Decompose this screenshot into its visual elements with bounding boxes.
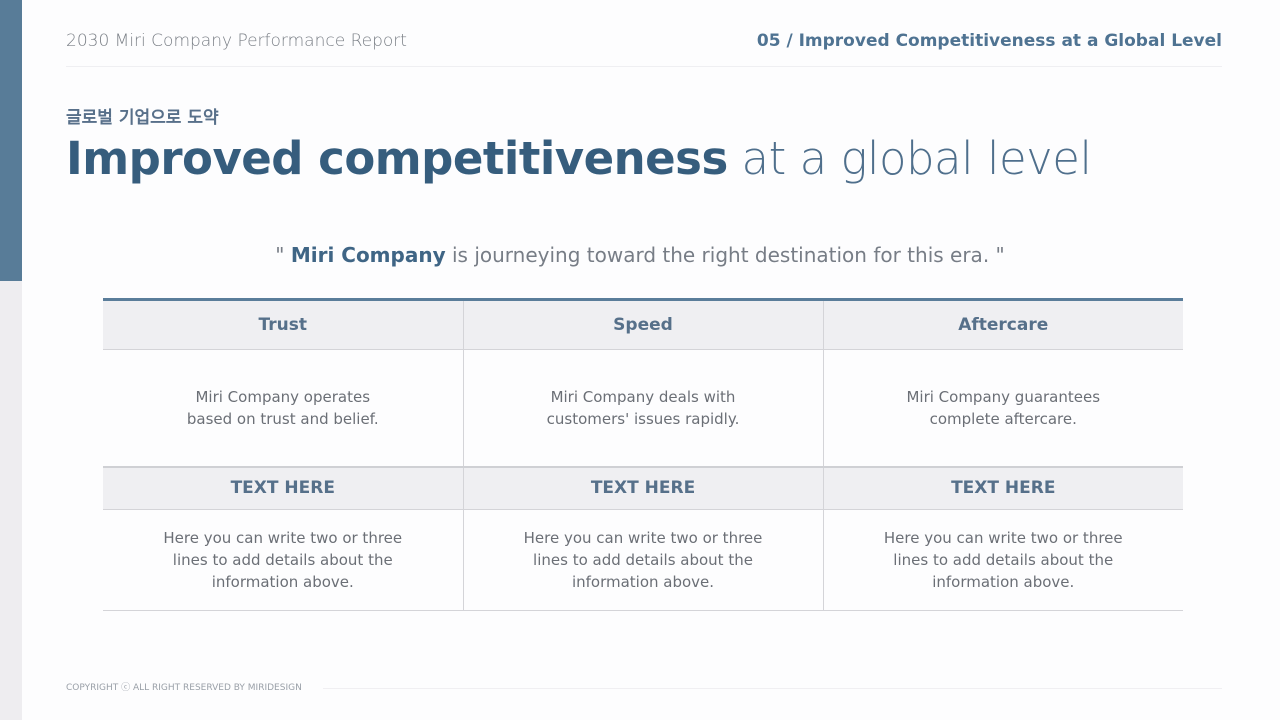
line: complete aftercare. [929,409,1077,428]
sub-header: TEXT HERE [462,465,823,510]
line: Here you can write two or three [883,529,1123,547]
title-bold: Improved competitiveness [66,132,728,185]
line: based on trust and belief. [186,409,379,428]
section-title: 05 / Improved Competitiveness at a Globa… [756,31,1222,51]
line: Here you can write two or three [163,529,403,547]
quote-open: " [275,243,291,267]
header-divider [66,66,1222,67]
quote: " Miri Company is journeying toward the … [0,243,1280,267]
header-aftercare: Aftercare [822,299,1183,350]
line: information above. [211,573,354,591]
line: information above. [571,573,715,591]
line: Miri Company operates [195,387,371,406]
quote-rest: is journeying toward the right destinati… [445,243,1005,267]
detail-cell: Here you can write two or three lines to … [822,509,1183,611]
line: customers' issues rapidly. [546,409,740,428]
sidebar-light-bar [0,281,22,720]
copyright: COPYRIGHT ⓒ ALL RIGHT RESERVED BY MIRIDE… [66,683,302,693]
report-title: 2030 Miri Company Performance Report [66,31,407,51]
line: lines to add details about the [172,551,393,569]
line: Miri Company guarantees [906,387,1101,406]
detail-cell: Here you can write two or three lines to … [462,509,823,611]
line: Miri Company deals with [550,387,736,406]
line: information above. [932,573,1075,591]
sub-header: TEXT HERE [822,465,1183,510]
title-light: at a global level [727,132,1092,185]
sidebar-accent-bar [0,0,22,281]
description-cell: Miri Company guarantees complete aftercar… [822,349,1183,467]
description-cell: Miri Company operates based on trust and … [103,349,463,467]
korean-subtitle: 글로벌 기업으로 도약 [66,108,219,128]
detail-cell: Here you can write two or three lines to … [103,509,463,611]
description-cell: Miri Company deals with customers' issues… [462,349,823,467]
footer-divider [323,688,1222,689]
values-table: Trust Speed Aftercare Miri Company opera… [103,298,1183,611]
header-speed: Speed [462,299,823,350]
sub-header: TEXT HERE [103,465,463,510]
line: lines to add details about the [893,551,1114,569]
page-title: Improved competitiveness at a global lev… [66,132,1092,185]
header-trust: Trust [103,299,463,350]
line: lines to add details about the [533,551,753,569]
quote-company: Miri Company [290,243,446,267]
line: Here you can write two or three [523,529,763,547]
